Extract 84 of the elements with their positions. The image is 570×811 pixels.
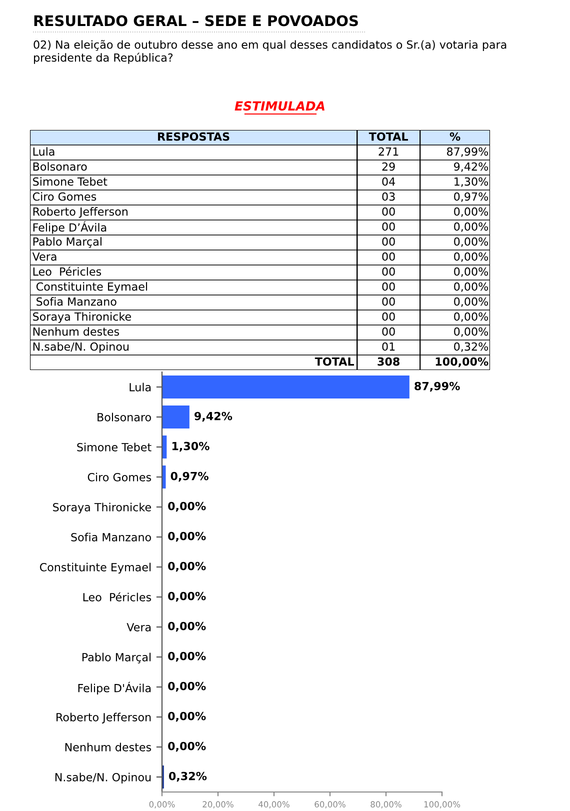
- y-tick-label: Nenhum destes: [65, 742, 152, 752]
- y-tick-label: N.sabe/N. Opinou: [55, 772, 151, 784]
- y-tick-label: Simone Tebet: [77, 442, 152, 452]
- text: 00: [382, 222, 395, 231]
- category-label: Soraya Thironicke: [33, 312, 131, 323]
- text: 0,00%: [454, 207, 488, 217]
- category-label: Pablo Marçal: [33, 237, 102, 248]
- text: 02) Na eleição de outubro desse ano em qual desses candidatos o Sr.(a) votaria para presidente da República?: [34, 40, 506, 64]
- data-label: 0,00%: [168, 652, 206, 662]
- data-label: 0,97%: [170, 472, 208, 482]
- category-label: Sofia Manzano: [36, 297, 116, 306]
- data-label: 87,99%: [414, 382, 460, 392]
- category-label: Nenhum destes: [33, 327, 120, 336]
- category-label: Ciro Gomes: [32, 192, 96, 201]
- x-tick-label: 0,00%: [149, 801, 175, 808]
- text: 00: [382, 297, 395, 306]
- text: 04: [382, 177, 396, 186]
- category-label: Bolsonaro: [33, 162, 87, 171]
- text: 0,00%: [454, 252, 488, 262]
- data-label: 0,00%: [168, 622, 206, 632]
- text: 01: [382, 342, 395, 351]
- text: 00: [382, 237, 395, 246]
- text: 0,97%: [454, 192, 488, 202]
- data-label: 0,00%: [168, 532, 206, 542]
- data-label: 0,00%: [168, 592, 206, 602]
- text: 1,30%: [454, 177, 488, 187]
- category-label: %: [450, 132, 460, 141]
- text: 308: [378, 357, 400, 366]
- data-label: 1,30%: [172, 442, 210, 452]
- category-label: Simone Tebet: [33, 177, 108, 186]
- text: 00: [382, 207, 395, 216]
- text: 00: [382, 282, 395, 291]
- data-label: 0,32%: [168, 772, 207, 782]
- category-label: Leo Péricles: [33, 266, 102, 276]
- y-tick-label: Pablo Marçal: [82, 652, 151, 664]
- text: 9,42%: [454, 162, 488, 172]
- data-label: 0,00%: [168, 682, 206, 692]
- x-tick-label: 100,00%: [424, 801, 460, 808]
- y-tick-label: Lula: [130, 382, 151, 392]
- text: 00: [382, 252, 395, 261]
- text: 0,00%: [454, 327, 488, 337]
- category-label: Lula: [33, 147, 54, 156]
- data-label: 0,00%: [168, 502, 206, 512]
- text: 0,00%: [454, 222, 488, 232]
- data-label: 9,42%: [194, 412, 232, 422]
- text: 100,00%: [436, 357, 488, 368]
- y-tick-label: Leo Péricles: [83, 592, 152, 602]
- y-tick-label: Sofia Manzano: [71, 532, 151, 542]
- text: 0,00%: [454, 297, 488, 307]
- y-tick-label: Felipe D'Ávila: [78, 682, 151, 694]
- data-label: 0,00%: [168, 562, 206, 572]
- x-tick-label: 60,00%: [314, 801, 346, 808]
- category-label: RESPOSTAS: [158, 132, 230, 141]
- text: 0,00%: [454, 267, 488, 277]
- y-tick-label: Vera: [126, 623, 151, 632]
- category-label: Felipe D’Ávila: [33, 221, 106, 234]
- y-tick-label: Soraya Thironicke: [53, 502, 151, 514]
- data-label: 0,00%: [168, 712, 206, 722]
- text: 271: [378, 147, 398, 156]
- y-tick-label: Roberto Jefferson: [56, 712, 151, 724]
- category-label: TOTAL: [314, 357, 354, 366]
- text: 03: [382, 192, 395, 201]
- y-tick-label: Ciro Gomes: [88, 472, 152, 482]
- category-label: N.sabe/N. Opinou: [33, 342, 129, 353]
- category-label: TOTAL: [368, 132, 408, 141]
- text: 0,32%: [454, 342, 488, 352]
- category-label: Vera: [32, 252, 56, 261]
- text: 29: [382, 162, 395, 171]
- text: 87,99%: [447, 147, 488, 157]
- y-tick-label: Constituinte Eymael: [40, 562, 151, 574]
- x-tick-label: 40,00%: [258, 801, 290, 808]
- text: 00: [382, 327, 395, 336]
- x-tick-label: 20,00%: [202, 801, 234, 808]
- x-tick-label: 80,00%: [370, 801, 402, 808]
- category-label: Roberto Jefferson: [33, 207, 128, 218]
- y-tick-label: Bolsonaro: [98, 412, 151, 422]
- text: ESTIMULADA: [234, 101, 324, 111]
- data-label: 0,00%: [168, 742, 206, 752]
- text: RESULTADO GERAL – SEDE E POVOADOS: [34, 15, 358, 26]
- text: 0,00%: [454, 237, 488, 247]
- text: 0,00%: [454, 312, 488, 322]
- text: 00: [382, 267, 395, 276]
- text: 0,00%: [454, 282, 488, 292]
- text: 00: [382, 312, 395, 321]
